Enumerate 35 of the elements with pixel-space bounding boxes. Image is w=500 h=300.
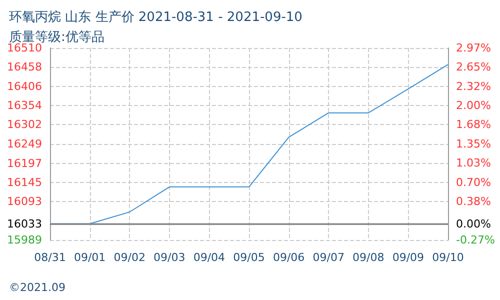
y-tick-label: 16302 xyxy=(7,118,42,132)
x-tick-label: 09/01 xyxy=(74,251,106,264)
x-tick-label: 09/05 xyxy=(233,251,265,264)
y2-tick-label: 0.38% xyxy=(456,194,491,208)
x-tick-label: 09/04 xyxy=(193,251,226,264)
x-tick-label: 08/31 xyxy=(34,251,66,264)
y-tick-label: 16406 xyxy=(7,80,42,93)
y-tick-label: 16197 xyxy=(7,156,42,170)
chart-title: 环氧丙烷 山东 生产价 2021-08-31 - 2021-09-10 xyxy=(9,10,302,25)
y-tick-label: 16093 xyxy=(7,195,42,208)
x-tick-label: 09/10 xyxy=(432,251,464,264)
y-tick-label: 15989 xyxy=(7,234,42,246)
y2-tick-label: 1.35% xyxy=(456,138,491,150)
y-tick-label: 16458 xyxy=(7,60,42,74)
y-tick-label: 16033 xyxy=(7,217,42,230)
y2-tick-label: 0.00% xyxy=(456,218,491,230)
x-tick-label: 09/06 xyxy=(272,251,305,264)
y-tick-label: 16510 xyxy=(7,42,42,54)
y2-tick-label: 2.65% xyxy=(456,60,491,74)
y2-tick-label: -0.27% xyxy=(456,234,495,246)
x-tick-label: 09/02 xyxy=(114,251,146,264)
y-tick-label: 16354 xyxy=(7,98,42,112)
y2-tick-label: 1.03% xyxy=(456,156,491,170)
x-tick-label: 09/08 xyxy=(352,251,384,264)
x-tick-label: 09/09 xyxy=(392,251,424,264)
x-tick-label: 09/03 xyxy=(154,251,186,264)
x-tick-label: 09/07 xyxy=(312,251,344,264)
y2-tick-label: 2.97% xyxy=(456,42,491,54)
y2-tick-label: 2.00% xyxy=(456,98,491,112)
y-tick-label: 16249 xyxy=(7,138,42,151)
y2-tick-label: 2.32% xyxy=(456,80,491,94)
y2-tick-label: 1.68% xyxy=(456,118,491,131)
text: ©2021.09 xyxy=(9,281,66,294)
y-tick-label: 16145 xyxy=(7,176,42,190)
y2-tick-label: 0.70% xyxy=(456,176,491,190)
